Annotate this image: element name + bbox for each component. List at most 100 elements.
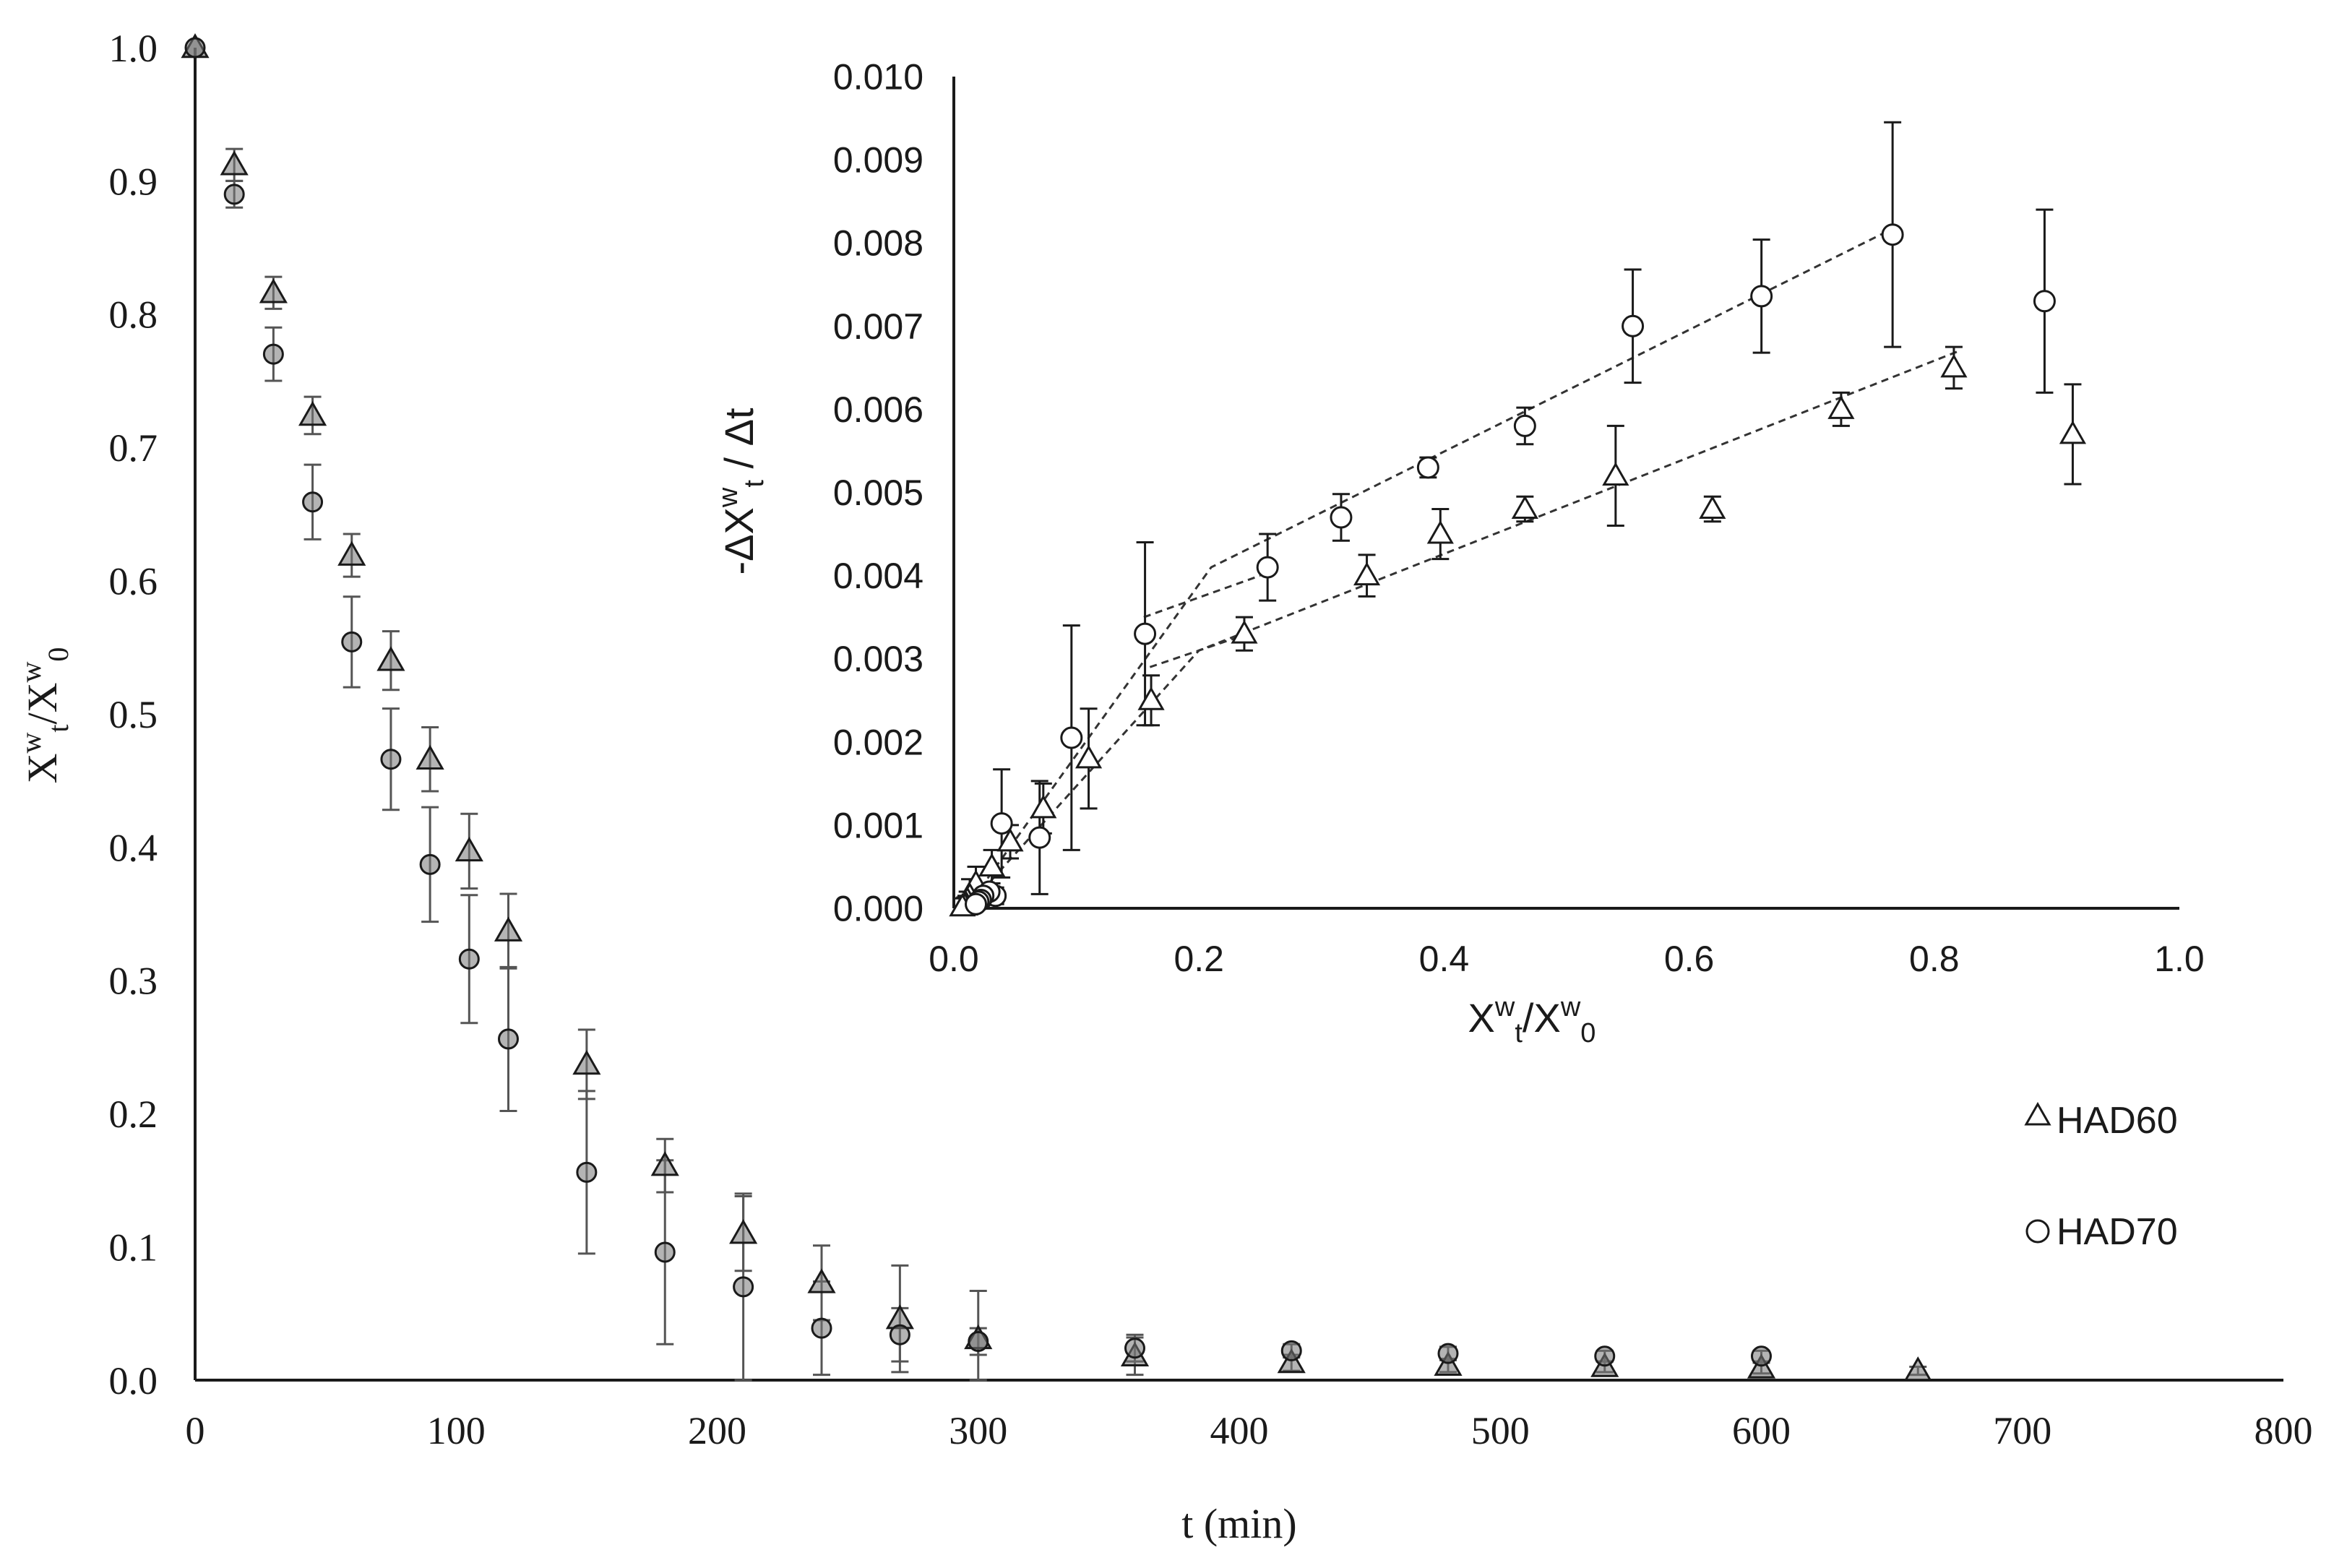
inset-y-tick-label: 0.000 [833,889,923,929]
inset-chart: 0.000 0.001 0.002 0.003 0.004 0.005 0.006 0.007… [713,57,2205,1049]
inset-y-tick-label: 0.003 [833,639,923,679]
main-x-tick-label: 500 [1471,1409,1530,1452]
main-y-tick-label: 0.3 [109,960,158,1003]
inset-x-tick-label: 0.6 [1664,939,1715,979]
inset-points [949,223,2087,917]
inset-y-tick-label: 0.005 [833,473,923,513]
main-y-ticks: 0.0 0.1 0.2 0.3 0.4 0.5 0.6 0.7 0.8 0.9 1.0 [109,27,158,1403]
point-had70 [576,1161,598,1183]
point-had60 [1511,495,1538,520]
inset-y-tick-label: 0.007 [833,306,923,347]
point-had60 [978,853,1006,876]
point-had70 [1256,556,1279,579]
point-had60 [2059,420,2087,444]
inset-x-tick-label: 0.8 [1909,939,1960,979]
point-had60 [1426,520,1454,544]
main-x-ticks: 0 100 200 300 400 500 600 700 800 [186,1409,2313,1452]
legend: HAD60 HAD70 [2024,1100,2178,1253]
point-had70 [1416,456,1439,479]
point-had70 [965,892,988,916]
main-x-tick-label: 100 [427,1409,486,1452]
inset-y-tick-label: 0.008 [833,223,923,264]
point-had60 [1602,462,1629,486]
main-x-tick-label: 400 [1210,1409,1269,1452]
main-x-tick-label: 0 [186,1409,205,1452]
point-had70 [1751,1345,1772,1367]
main-y-tick-label: 0.6 [109,560,158,603]
fit-line-had60 [965,350,1960,910]
point-had60 [298,400,327,426]
point-had70 [1622,314,1645,337]
legend-entry-had60: HAD60 [2024,1100,2178,1142]
main-y-tick-label: 1.0 [109,27,158,70]
point-had70 [1513,414,1536,437]
point-had70 [1437,1343,1459,1364]
point-had70 [1330,506,1353,529]
main-x-axis-label: t (min) [1181,1500,1296,1547]
inset-y-tick-label: 0.009 [833,140,923,181]
point-had70 [1060,726,1083,749]
legend-triangle-icon [2024,1101,2051,1126]
main-y-tick-label: 0.4 [109,826,158,869]
inset-y-tick-label: 0.010 [833,57,923,98]
point-had60 [455,836,483,862]
main-points [181,33,1932,1382]
point-had70 [184,37,206,59]
point-had60 [807,1268,836,1293]
point-had70 [1028,826,1051,849]
point-had70 [1280,1340,1302,1361]
point-had60 [1903,1356,1932,1382]
main-y-tick-label: 0.7 [109,426,158,470]
main-error-bars [225,147,1927,1382]
point-had70 [654,1241,676,1263]
inset-y-axis-label: -ΔXwt / Δt [713,408,770,575]
inset-y-tick-label: 0.006 [833,389,923,430]
main-x-tick-label: 600 [1732,1409,1791,1452]
inset-x-tick-label: 0.2 [1174,939,1224,979]
point-had70 [302,491,324,513]
point-had60 [1137,686,1165,710]
point-had60 [337,540,366,566]
point-had70 [1750,285,1773,308]
point-had70 [458,948,480,970]
point-had70 [2033,290,2056,313]
inset-y-tick-label: 0.001 [833,805,923,845]
point-had60 [729,1219,758,1244]
legend-circle-icon [2025,1219,2050,1244]
point-had70 [1124,1337,1145,1359]
point-had60 [1827,395,1855,419]
legend-label-had70: HAD70 [2057,1211,2178,1253]
point-had60 [1231,620,1258,644]
point-had60 [415,744,444,770]
point-had70 [498,1028,519,1050]
legend-entry-had70: HAD70 [2025,1211,2178,1253]
fit-line-had70 [1143,574,1261,619]
point-had70 [262,343,284,365]
point-had60 [376,646,405,671]
fit-line-had70 [965,225,1898,909]
point-had60 [220,150,249,176]
point-had70 [733,1276,754,1298]
inset-x-ticks: 0.0 0.2 0.4 0.6 0.8 1.0 [929,939,2205,979]
point-had70 [1881,223,1904,246]
point-had70 [968,1331,989,1353]
main-y-tick-label: 0.8 [109,293,158,337]
point-had60 [1075,744,1103,769]
point-had70 [1134,622,1157,645]
legend-label-had60: HAD60 [2057,1100,2178,1142]
fit-line-had60 [1149,632,1249,668]
point-had60 [572,1049,601,1075]
inset-x-axis-label: Xwt/Xw0 [1468,992,1596,1048]
main-y-tick-label: 0.1 [109,1226,158,1270]
inset-x-tick-label: 0.0 [929,939,979,979]
point-had60 [494,916,523,942]
main-y-tick-label: 0.0 [109,1359,158,1403]
main-x-tick-label: 300 [949,1409,1007,1452]
inset-y-tick-label: 0.002 [833,722,923,762]
main-x-tick-label: 700 [1993,1409,2051,1452]
point-had60 [1699,495,1726,520]
main-y-tick-label: 0.2 [109,1093,158,1136]
point-had70 [990,812,1013,835]
point-had70 [811,1317,832,1339]
